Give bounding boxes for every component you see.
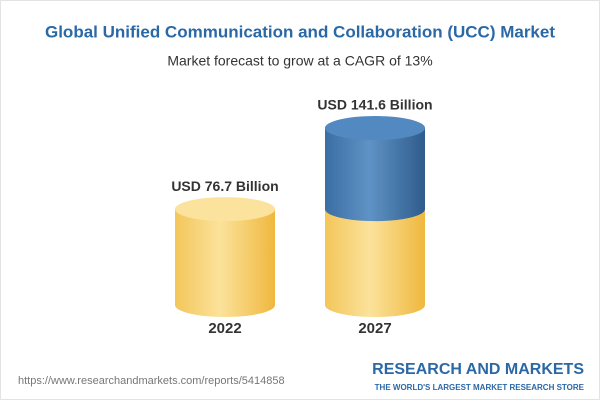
growth-segment-base: [325, 197, 425, 222]
cylinder-top: [325, 116, 425, 140]
value-label: USD 141.6 Billion: [317, 97, 432, 113]
chart-title: Global Unified Communication and Collabo…: [45, 22, 555, 41]
cylinder-body: [175, 209, 275, 305]
growth-segment: [325, 128, 425, 210]
source-url: https://www.researchandmarkets.com/repor…: [18, 375, 285, 387]
category-label: 2027: [358, 320, 391, 337]
brand-tagline: THE WORLD'S LARGEST MARKET RESEARCH STOR…: [375, 383, 585, 392]
cylinder-base: [325, 293, 425, 317]
category-label: 2022: [208, 320, 241, 337]
cylinder-top: [175, 197, 275, 222]
cylinder-base: [175, 293, 275, 317]
value-label: USD 76.7 Billion: [171, 178, 278, 194]
chart-subtitle: Market forecast to grow at a CAGR of 13%: [167, 53, 432, 69]
brand: RESEARCH AND MARKETS: [372, 361, 584, 378]
